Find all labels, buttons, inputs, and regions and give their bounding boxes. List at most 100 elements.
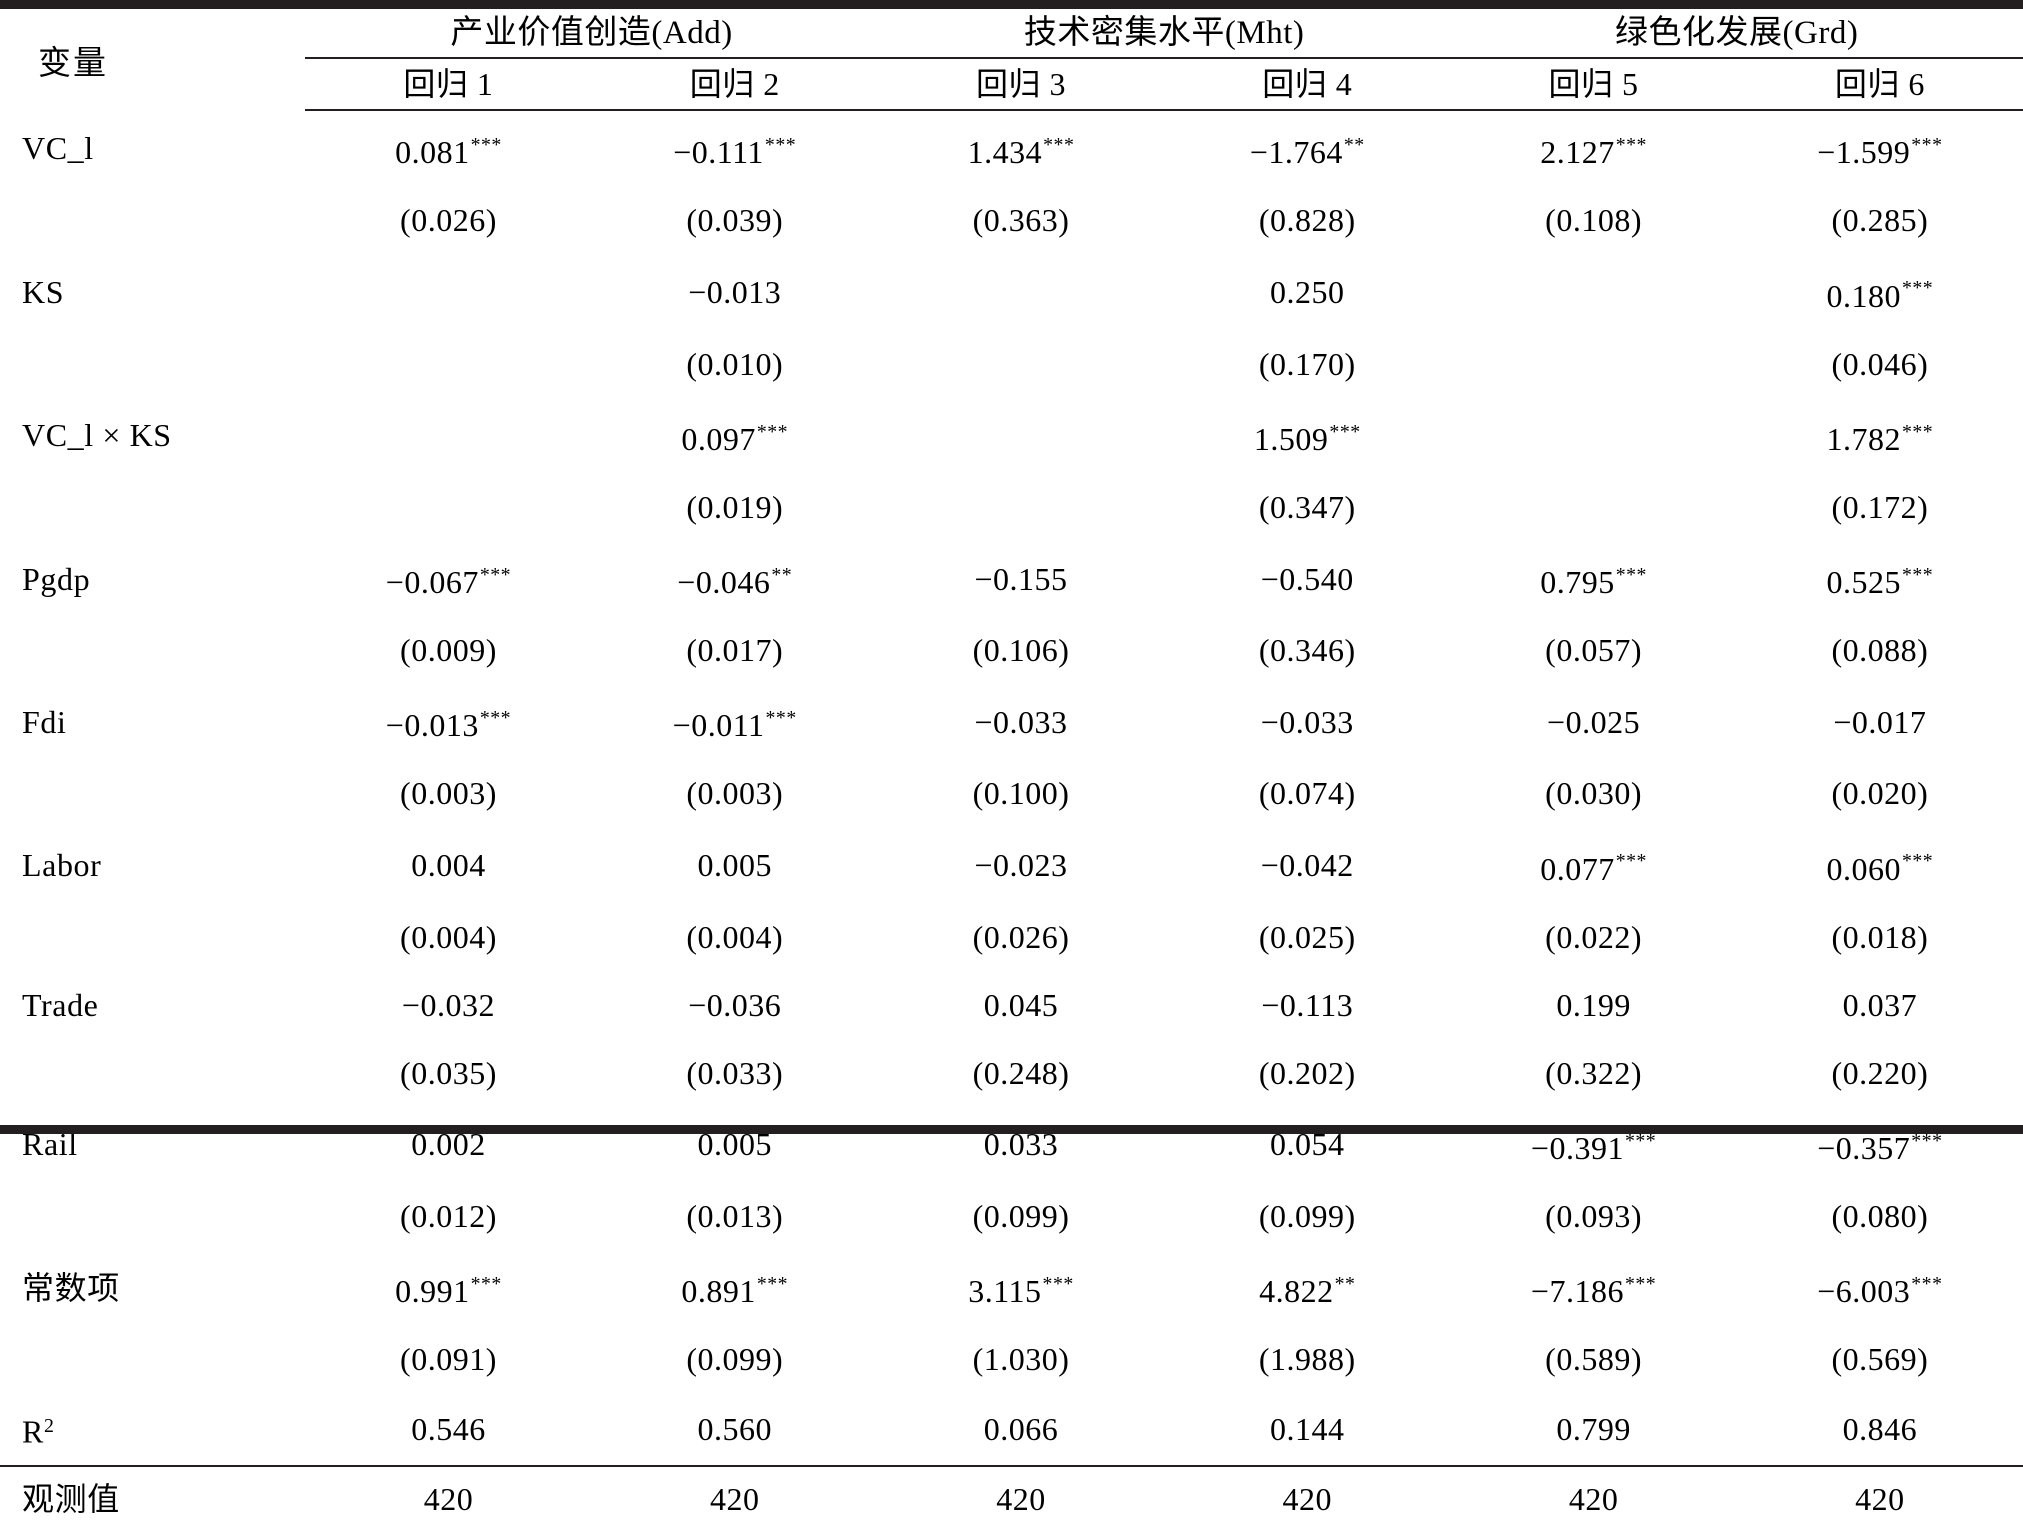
header-column-6: 回归 6 <box>1736 58 2023 111</box>
header-variable-label: 变量 <box>38 45 108 82</box>
coefficient-cell: 2.127*** <box>1450 110 1736 186</box>
statistic-value-cell: 420 <box>1164 1464 1451 1531</box>
row-spacer <box>0 1039 305 1107</box>
standard-error-cell: (0.030) <box>1545 775 1642 812</box>
header-column-5: 回归 5 <box>1450 58 1737 111</box>
row-spacer <box>0 330 305 398</box>
coefficient-cell: −0.391*** <box>1450 1107 1736 1182</box>
coefficient-value: −0.046 <box>677 564 771 601</box>
coefficient-value: −0.011 <box>672 707 765 744</box>
standard-error-cell: (0.285) <box>1831 202 1929 239</box>
standard-error-cell: (0.099) <box>972 1198 1070 1235</box>
header-group-mht: 技术密集水平(Mht) <box>877 9 1451 59</box>
coefficient-value: 3.115 <box>968 1273 1042 1310</box>
row-variable-label: VC_l <box>22 130 94 167</box>
statistic-value-cell: 420 <box>1736 1464 2023 1531</box>
table-row: (0.035) (0.033) (0.248) (0.202) (0.322) (0.22… <box>0 1039 2023 1107</box>
standard-error-cell: (0.010) <box>686 345 784 382</box>
coefficient-value: 0.081 <box>395 134 470 171</box>
coefficient-value: 0.004 <box>411 847 486 884</box>
table-row: (0.026) (0.039) (0.363) (0.828) (0.108) (0.28… <box>0 186 2023 254</box>
coefficient-value: 0.005 <box>697 847 772 884</box>
coefficient-cell: 0.795*** <box>1450 541 1736 616</box>
standard-error-cell: (0.828) <box>1258 202 1356 239</box>
standard-error-cell: (0.088) <box>1831 632 1929 669</box>
standard-error-cell: (0.346) <box>1258 632 1356 669</box>
table-body: VC_l 0.081*** −0.111*** 1.434*** −1.764** 2.1… <box>0 110 2023 1531</box>
standard-error-cell: (0.074) <box>1258 775 1356 812</box>
coefficient-value: −0.013 <box>385 707 479 744</box>
coefficient-cell: 1.782*** <box>1737 398 2023 473</box>
table-row: (0.010) (0.170) (0.046) <box>0 330 2023 398</box>
coefficient-cell: 0.081*** <box>305 110 591 186</box>
standard-error-cell: (0.018) <box>1831 918 1929 955</box>
statistic-value-cell: 420 <box>877 1464 1165 1531</box>
coefficient-cell: 3.115*** <box>878 1250 1164 1325</box>
significance-stars: *** <box>1615 563 1647 586</box>
statistic-value-cell: 420 <box>1450 1464 1737 1531</box>
row-spacer <box>0 1325 305 1393</box>
standard-error-cell: (0.569) <box>1831 1341 1929 1378</box>
standard-error-cell: (0.363) <box>972 202 1070 239</box>
coefficient-value: −0.023 <box>974 847 1068 884</box>
standard-error-cell: (0.003) <box>686 775 784 812</box>
coefficient-cell: 0.250 <box>1164 254 1450 329</box>
standard-error-cell <box>878 330 1164 398</box>
coefficient-cell: 0.033 <box>878 1107 1164 1182</box>
significance-stars: ** <box>1334 1273 1356 1296</box>
standard-error-cell: (0.017) <box>686 632 784 669</box>
coefficient-value: 0.005 <box>697 1126 772 1163</box>
standard-error-cell: (0.012) <box>400 1198 497 1235</box>
coefficient-value: 0.891 <box>681 1273 756 1310</box>
coefficient-value: 0.037 <box>1842 986 1918 1023</box>
statistic-label: 观测值 <box>0 1464 306 1531</box>
coefficient-cell: 0.002 <box>305 1107 591 1182</box>
standard-error-cell: (0.020) <box>1831 775 1929 812</box>
significance-stars: *** <box>479 563 512 586</box>
coefficient-cell: 0.097*** <box>592 398 878 473</box>
table-row: 观测值 420 420 420 420 420 420 <box>0 1464 2023 1531</box>
statistic-value-cell: 0.560 <box>697 1411 772 1448</box>
significance-stars: *** <box>1042 1273 1074 1296</box>
coefficient-value: 0.097 <box>681 420 756 457</box>
coefficient-value: −0.067 <box>385 564 479 601</box>
coefficient-cell: 0.004 <box>305 827 591 902</box>
statistic-value-cell: 0.066 <box>983 1411 1059 1448</box>
standard-error-cell: (0.039) <box>686 202 784 239</box>
coefficient-value: 1.434 <box>967 134 1043 171</box>
standard-error-cell <box>878 473 1164 541</box>
coefficient-cell <box>1450 254 1736 329</box>
row-spacer <box>0 616 305 684</box>
statistic-value-cell: 0.799 <box>1556 1411 1631 1448</box>
standard-error-cell: (0.035) <box>400 1054 497 1091</box>
coefficient-value: −0.036 <box>688 986 782 1023</box>
coefficient-cell <box>305 398 591 473</box>
coefficient-cell: −0.113 <box>1164 971 1450 1039</box>
coefficient-cell: −0.017 <box>1737 684 2023 759</box>
significance-stars: *** <box>764 134 797 156</box>
coefficient-value: −0.042 <box>1260 847 1354 884</box>
coefficient-cell: −0.036 <box>592 971 878 1039</box>
coefficient-value: −0.540 <box>1260 560 1354 597</box>
standard-error-cell: (1.988) <box>1258 1341 1356 1378</box>
row-variable-label: 常数项 <box>22 1269 120 1306</box>
coefficient-value: −0.033 <box>1260 703 1354 740</box>
coefficient-cell: −0.013*** <box>305 684 591 759</box>
coefficient-value: 0.002 <box>411 1126 486 1163</box>
significance-stars: *** <box>1901 277 1934 300</box>
table-header: 变量 产业价值创造(Add) 技术密集水平(Mht) 绿色化发展(Grd) 回归… <box>0 9 2023 111</box>
table-row: KS −0.013 0.250 0.180*** <box>0 254 2023 329</box>
coefficient-cell: 0.005 <box>592 827 878 902</box>
standard-error-cell: (0.202) <box>1258 1054 1356 1091</box>
statistic-value-cell: 420 <box>591 1464 878 1531</box>
standard-error-cell: (0.248) <box>972 1054 1070 1091</box>
significance-stars: *** <box>479 707 512 730</box>
standard-error-cell <box>1450 473 1736 541</box>
coefficient-cell: 0.991*** <box>305 1250 591 1325</box>
header-column-2: 回归 2 <box>591 58 878 111</box>
table-row: VC_l × KS 0.097*** 1.509*** 1.782*** <box>0 398 2023 473</box>
coefficient-cell: 0.891*** <box>592 1250 878 1325</box>
standard-error-cell: (0.589) <box>1545 1341 1642 1378</box>
standard-error-cell: (0.347) <box>1258 488 1356 525</box>
